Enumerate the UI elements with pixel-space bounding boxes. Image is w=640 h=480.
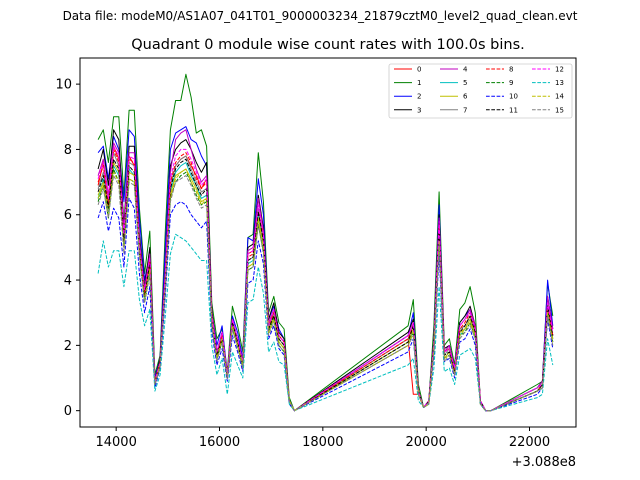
x-tick-label: 14000 <box>95 435 136 450</box>
plot-frame <box>79 57 577 428</box>
series-line-8 <box>97 148 554 412</box>
legend-label-9: 9 <box>509 79 513 87</box>
legend-label-6: 6 <box>463 93 468 101</box>
legend-label-11: 11 <box>509 106 518 114</box>
legend-label-10: 10 <box>509 93 518 101</box>
legend-label-12: 12 <box>555 66 564 74</box>
x-axis-offset-label: +3.088e8 <box>512 455 576 470</box>
series-line-11 <box>97 158 554 412</box>
series-line-10 <box>97 197 554 412</box>
axis-layer: 14000 16000 18000 20000 22000 0 2 4 6 8 10 <box>55 78 550 450</box>
chart-title: Quadrant 0 module wise count rates with … <box>131 37 525 53</box>
legend-label-8: 8 <box>509 66 513 74</box>
series-line-15 <box>97 175 554 412</box>
legend-label-3: 3 <box>417 106 421 114</box>
series-line-14 <box>97 168 554 412</box>
plot-area <box>80 58 576 427</box>
x-tick-label: 18000 <box>302 435 343 450</box>
legend-label-13: 13 <box>555 79 564 87</box>
legend-label-4: 4 <box>463 66 468 74</box>
y-tick-label: 6 <box>64 208 72 223</box>
y-tick-label: 0 <box>64 404 72 419</box>
y-tick-label: 4 <box>64 274 72 289</box>
legend-label-1: 1 <box>417 79 421 87</box>
legend-label-2: 2 <box>417 93 421 101</box>
series-layer <box>97 73 554 412</box>
y-tick-label: 2 <box>64 339 72 354</box>
series-line-1 <box>97 73 554 412</box>
legend-label-7: 7 <box>463 106 467 114</box>
legend-label-15: 15 <box>555 106 564 114</box>
legend-label-5: 5 <box>463 79 467 87</box>
series-line-3 <box>97 129 554 412</box>
x-tick-label: 22000 <box>509 435 550 450</box>
figure-suptitle: Data file: modeM0/AS1A07_041T01_90000032… <box>63 9 578 23</box>
legend-frame <box>388 63 573 119</box>
y-tick-label: 10 <box>55 78 72 93</box>
x-tick-label: 20000 <box>405 435 446 450</box>
series-line-12 <box>97 145 554 412</box>
legend-label-0: 0 <box>417 66 421 74</box>
legend-label-14: 14 <box>555 93 564 101</box>
series-line-13 <box>97 233 554 412</box>
y-tick-label: 8 <box>64 143 72 158</box>
x-tick-label: 16000 <box>199 435 240 450</box>
